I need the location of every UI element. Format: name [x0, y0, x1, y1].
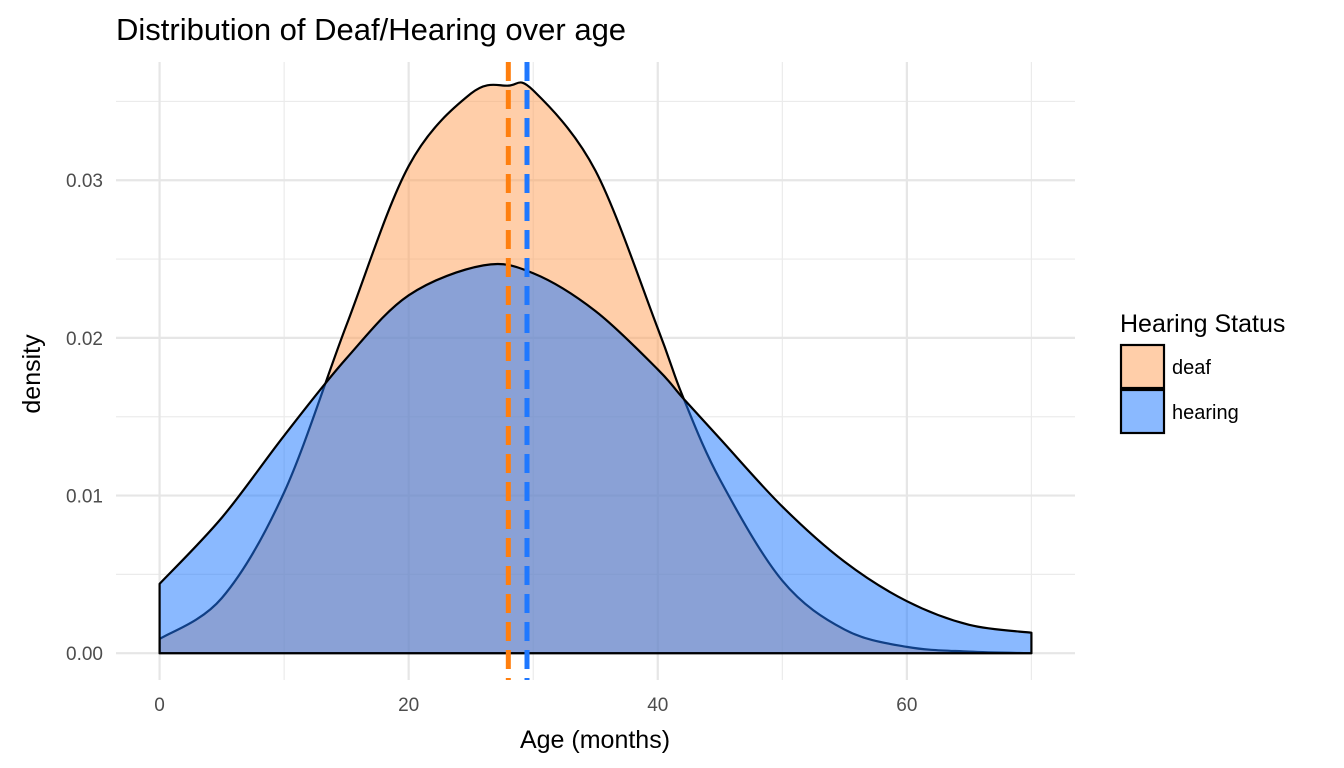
y-tick-label: 0.02 — [66, 329, 103, 350]
y-tick-label: 0.03 — [66, 171, 103, 192]
legend-label-hearing: hearing — [1172, 402, 1239, 424]
density-area-hearing — [158, 262, 1033, 655]
legend-label-deaf: deaf — [1172, 357, 1211, 379]
x-tick-label: 40 — [647, 695, 668, 716]
legend-key-deaf — [1119, 343, 1166, 390]
y-axis-title: density — [18, 334, 46, 414]
x-tick-label: 60 — [896, 695, 917, 716]
x-tick-label: 0 — [154, 695, 165, 716]
x-axis-ticks: 0 20 40 60 — [154, 695, 917, 716]
legend-title: Hearing Status — [1120, 310, 1285, 338]
x-tick-label: 20 — [398, 695, 419, 716]
mean-lines — [505, 62, 530, 680]
legend-key-hearing — [1119, 388, 1166, 435]
y-axis-ticks: 0.00 0.01 0.02 0.03 — [66, 171, 103, 665]
density-areas — [158, 81, 1033, 655]
x-axis-title: Age (months) — [520, 726, 670, 754]
y-tick-label: 0.00 — [66, 644, 103, 665]
chart-title: Distribution of Deaf/Hearing over age — [116, 12, 626, 47]
y-tick-label: 0.01 — [66, 487, 103, 508]
legend: Hearing Status deaf hearing — [1119, 310, 1285, 435]
